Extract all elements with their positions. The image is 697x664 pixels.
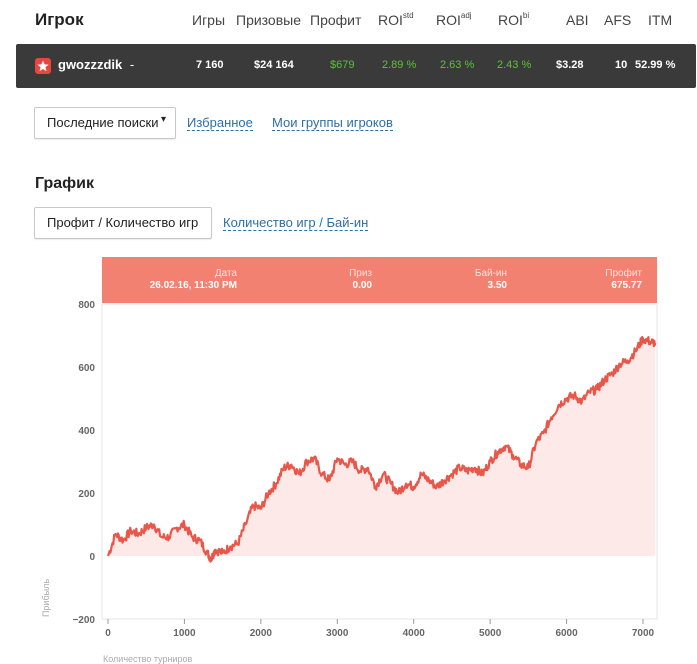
player-table-header: Игрок Игры Призовые Профит ROIstd ROIadj…	[0, 0, 697, 42]
tooltip-profit-label: Профит	[605, 268, 642, 279]
tooltip-date-label: Дата	[214, 268, 237, 279]
y-tick-label: 600	[78, 363, 95, 374]
player-groups-link[interactable]: Мои группы игроков	[272, 115, 393, 131]
column-roi-bi[interactable]: ROIbi	[498, 11, 530, 28]
column-abi[interactable]: ABI	[566, 12, 589, 28]
games-buyin-mode-link[interactable]: Количество игр / Бай-ин	[223, 215, 369, 231]
recent-searches-dropdown[interactable]: Последние поиски ▾	[34, 107, 176, 139]
profit-series-line	[106, 335, 657, 563]
profit-area	[108, 337, 656, 562]
x-tick-label: 6000	[555, 628, 578, 639]
tooltip-prize-label: Приз	[349, 268, 372, 279]
x-tick-label: 1000	[173, 628, 196, 639]
y-tick-label: 400	[78, 426, 95, 437]
tooltip-profit-value: 675.77	[611, 280, 642, 291]
x-tick-label: 3000	[326, 628, 349, 639]
column-profit[interactable]: Профит	[310, 12, 362, 28]
profit-games-mode-button[interactable]: Профит / Количество игр	[34, 207, 212, 239]
pokerstars-logo-icon	[35, 58, 51, 74]
x-axis-label: Количество турниров	[103, 654, 192, 664]
tooltip-buyin-label: Бай-ин	[474, 268, 507, 279]
player-roi-bi: 2.43 %	[497, 59, 532, 71]
x-tick-label: 2000	[250, 628, 273, 639]
column-roi-std[interactable]: ROIstd	[378, 11, 414, 28]
player-stat-row[interactable]: gwozzzdik - 7 160 $24 164 $679 2.89 % 2.…	[16, 44, 696, 88]
roi-std-sup: std	[402, 11, 414, 20]
tooltip-buyin-value: 3.50	[487, 280, 507, 291]
recent-searches-label: Последние поиски	[47, 115, 159, 130]
player-profit: $679	[330, 59, 355, 71]
player-itm: 52.99 %	[635, 59, 676, 71]
y-tick-label: −200	[72, 615, 95, 626]
plot-frame	[101, 303, 658, 620]
player-abi: $3.28	[556, 59, 584, 71]
chevron-down-icon: ▾	[161, 114, 167, 125]
column-games[interactable]: Игры	[192, 12, 226, 28]
y-tick-label: 0	[89, 552, 95, 563]
y-tick-label: 200	[78, 489, 95, 500]
column-roi-adj[interactable]: ROIadj	[436, 11, 472, 28]
chart-tooltip: Дата 26.02.16, 11:30 PM Приз 0.00 Бай-ин…	[102, 257, 657, 303]
roi-adj-sup: adj	[460, 11, 472, 20]
tooltip-date-value: 26.02.16, 11:30 PM	[149, 280, 237, 291]
player-name[interactable]: gwozzzdik -	[58, 57, 134, 72]
x-tick-label: 0	[105, 628, 111, 639]
player-menu-chevron-icon[interactable]: -	[129, 57, 135, 72]
x-tick-label: 4000	[403, 628, 426, 639]
favorites-link[interactable]: Избранное	[187, 115, 253, 131]
column-afs[interactable]: AFS	[604, 12, 632, 28]
header-title: Игрок	[35, 10, 84, 29]
y-tick-label: 800	[78, 300, 95, 311]
player-roi-adj: 2.63 %	[440, 59, 475, 71]
column-prizes[interactable]: Призовые	[236, 12, 302, 28]
player-prizes: $24 164	[254, 59, 294, 71]
y-axis-label: Прибыль	[41, 579, 51, 617]
roi-adj-base: ROI	[436, 12, 461, 28]
player-games: 7 160	[196, 59, 224, 71]
tooltip-prize-value: 0.00	[352, 280, 372, 291]
roi-bi-sup: bi	[522, 11, 530, 20]
player-afs: 10	[615, 59, 628, 71]
roi-bi-base: ROI	[498, 12, 523, 28]
profit-games-mode-label: Профит / Количество игр	[47, 215, 199, 230]
graph-section-title: График	[35, 175, 94, 192]
x-tick-label: 5000	[479, 628, 502, 639]
roi-std-base: ROI	[378, 12, 403, 28]
column-itm[interactable]: ITM	[648, 12, 673, 28]
player-name-text: gwozzzdik	[58, 57, 123, 72]
player-roi-std: 2.89 %	[382, 59, 417, 71]
x-tick-label: 7000	[632, 628, 655, 639]
